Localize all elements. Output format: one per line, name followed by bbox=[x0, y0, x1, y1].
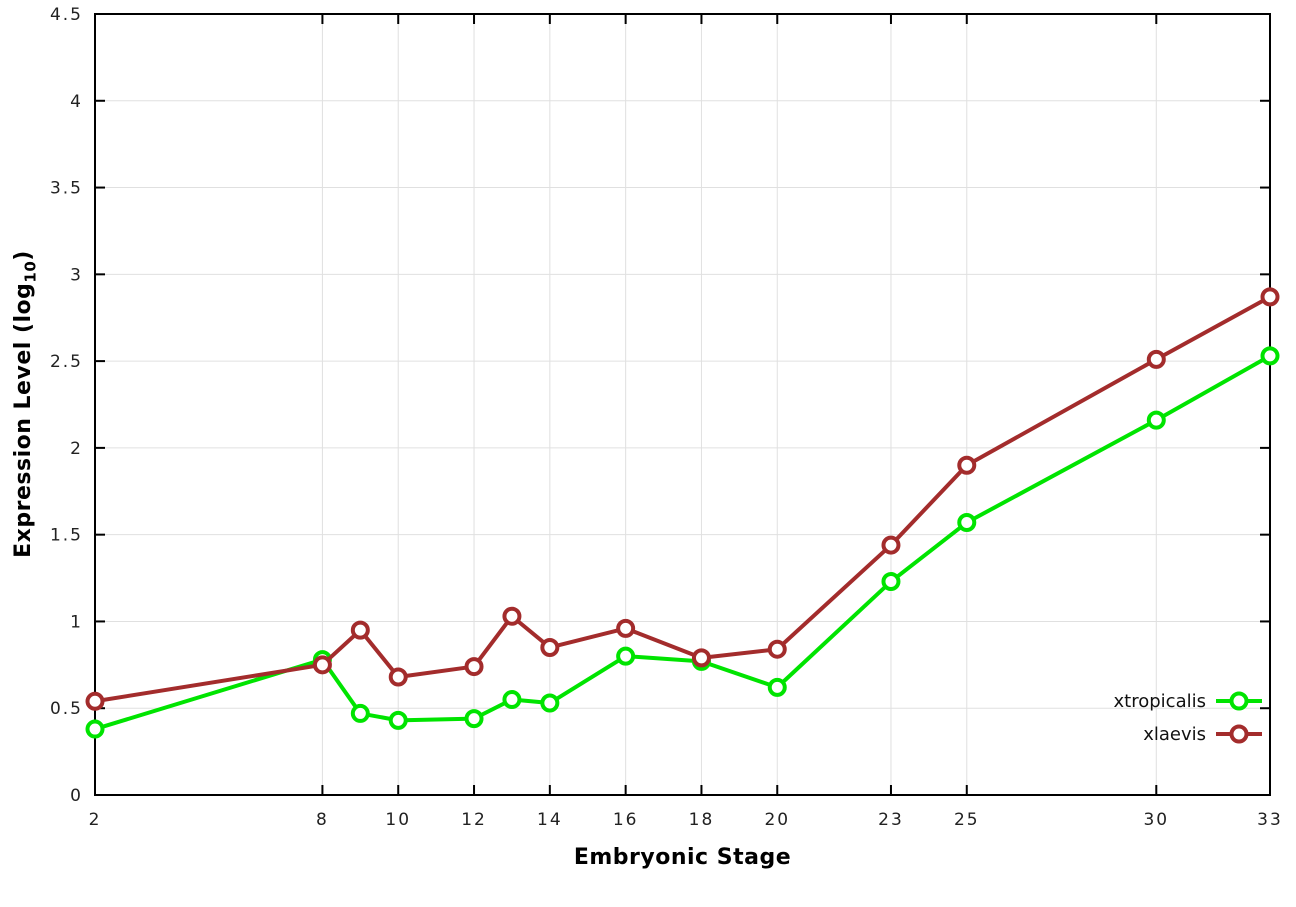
x-tick-label: 12 bbox=[461, 810, 487, 830]
data-point-marker bbox=[691, 648, 711, 668]
data-point-marker bbox=[85, 691, 105, 711]
legend: xtropicalis xlaevis bbox=[1114, 691, 1262, 745]
y-tick-label: 0.5 bbox=[50, 699, 83, 719]
data-point-marker bbox=[502, 690, 522, 710]
data-point-marker bbox=[540, 693, 560, 713]
data-point-marker bbox=[85, 719, 105, 739]
data-point-marker bbox=[767, 677, 787, 697]
data-point-marker bbox=[350, 620, 370, 640]
data-point-marker bbox=[957, 513, 977, 533]
data-point-marker bbox=[1146, 349, 1166, 369]
y-tick-label: 4.5 bbox=[50, 5, 83, 25]
data-point-marker bbox=[1260, 287, 1280, 307]
data-point-marker bbox=[616, 646, 636, 666]
grid bbox=[94, 13, 1271, 796]
data-point-marker bbox=[388, 710, 408, 730]
axis-ticks bbox=[94, 13, 1271, 796]
x-tick-label: 20 bbox=[764, 810, 790, 830]
y-tick-label: 2 bbox=[70, 439, 83, 459]
y-axis-label-subscript: 10 bbox=[21, 260, 40, 283]
series-line-xlaevis bbox=[93, 294, 1272, 704]
series-markers-xlaevis bbox=[85, 287, 1280, 711]
y-tick-label: 3.5 bbox=[50, 179, 83, 199]
data-point-marker bbox=[312, 655, 332, 675]
data-point-marker bbox=[881, 535, 901, 555]
x-tick-label: 16 bbox=[613, 810, 639, 830]
data-point-marker bbox=[1260, 346, 1280, 366]
x-tick-label: 33 bbox=[1257, 810, 1283, 830]
x-axis-label: Embryonic Stage bbox=[573, 845, 792, 870]
x-tick-label: 14 bbox=[537, 810, 563, 830]
y-tick-label: 0 bbox=[70, 786, 83, 806]
legend-marker bbox=[1229, 691, 1249, 711]
data-point-marker bbox=[350, 703, 370, 723]
y-tick-label: 2.5 bbox=[50, 352, 83, 372]
x-tick-label: 18 bbox=[689, 810, 715, 830]
data-point-marker bbox=[616, 618, 636, 638]
x-tick-label: 25 bbox=[954, 810, 980, 830]
legend-marker bbox=[1229, 724, 1249, 744]
x-tick-label: 2 bbox=[89, 810, 102, 830]
legend-label-xtropicalis: xtropicalis bbox=[1114, 691, 1206, 712]
data-point-marker bbox=[464, 709, 484, 729]
data-point-marker bbox=[464, 657, 484, 677]
x-tick-label: 10 bbox=[385, 810, 411, 830]
data-point-marker bbox=[388, 667, 408, 687]
x-tick-label: 30 bbox=[1143, 810, 1169, 830]
plot-frame bbox=[94, 13, 1271, 796]
data-point-marker bbox=[540, 637, 560, 657]
data-point-marker bbox=[881, 572, 901, 592]
y-tick-label: 4 bbox=[70, 92, 83, 112]
data-point-marker bbox=[957, 455, 977, 475]
data-point-marker bbox=[1146, 410, 1166, 430]
data-point-marker bbox=[502, 606, 522, 626]
y-tick-label: 3 bbox=[70, 265, 83, 285]
x-tick-label: 23 bbox=[878, 810, 904, 830]
y-tick-label: 1.5 bbox=[50, 526, 83, 546]
tick-labels: 2 8 10 12 14 16 18 20 23 25 30 33 0 0.5 1 1.5 2 2.5 3 3.5 4 4… bbox=[50, 5, 1283, 830]
legend-label-xlaevis: xlaevis bbox=[1143, 724, 1206, 745]
data-point-marker bbox=[767, 639, 787, 659]
y-tick-label: 1 bbox=[70, 612, 83, 632]
x-tick-label: 8 bbox=[316, 810, 329, 830]
y-axis-label: Expression Level (log10) bbox=[11, 250, 40, 558]
